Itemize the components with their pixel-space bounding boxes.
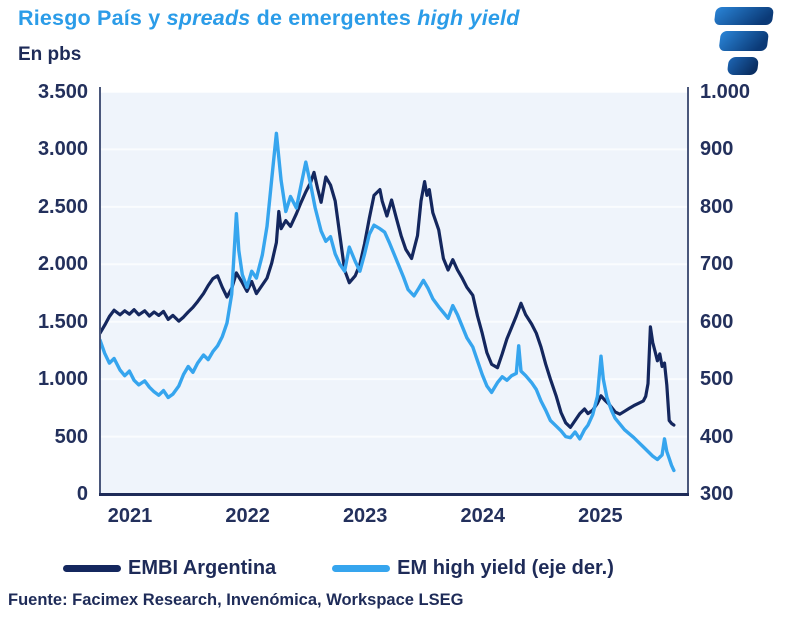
embi-line-swatch — [63, 565, 121, 572]
y-left-tick-1.000: 1.000 — [37, 368, 88, 391]
y-left-tick-0: 0 — [76, 483, 88, 505]
title-part-2: de emergentes — [250, 6, 418, 30]
plot-bottom-axis — [99, 493, 689, 496]
legend-label-emhy: EM high yield (eje der.) — [397, 557, 614, 579]
title-italic-high-yield: high yield — [417, 6, 520, 30]
chart-legend: EMBI Argentina EM high yield (eje der.) — [63, 557, 614, 580]
plot-left-border — [99, 87, 101, 496]
y-left-tick-500: 500 — [54, 425, 88, 448]
y-left-tick-3.500: 3.500 — [37, 81, 88, 103]
em-high-yield-line — [100, 131, 676, 473]
y-right-tick-500: 500 — [700, 368, 734, 391]
y-right-tick-400: 400 — [700, 425, 734, 448]
y-left-tick-3.000: 3.000 — [37, 138, 88, 161]
y-right-tick-300: 300 — [700, 483, 734, 505]
y-left-tick-2.500: 2.500 — [37, 195, 88, 218]
x-tick-2025: 2025 — [578, 505, 623, 527]
y-right-tick-1.000: 1.000 — [700, 81, 751, 103]
y-right-tick-600: 600 — [700, 310, 734, 333]
legend-item-emhy: EM high yield (eje der.) — [332, 557, 614, 580]
chart-plot — [100, 92, 688, 494]
page-title: Riesgo País y spreads de emergentes high… — [18, 6, 520, 31]
emhy-line-swatch — [332, 565, 391, 572]
legend-label-embi: EMBI Argentina — [128, 557, 277, 579]
units-label: En pbs — [18, 44, 82, 65]
embi-argentina-line — [100, 170, 676, 429]
y-left-tick-1.500: 1.500 — [37, 310, 88, 333]
y-right-tick-700: 700 — [700, 253, 734, 276]
facimex-logo-icon — [714, 7, 774, 75]
title-italic-spreads: spreads — [166, 6, 251, 30]
x-tick-2021: 2021 — [107, 505, 153, 527]
x-tick-2023: 2023 — [342, 505, 388, 527]
y-right-tick-900: 900 — [700, 138, 734, 161]
x-tick-2022: 2022 — [225, 505, 270, 527]
plot-background — [100, 92, 688, 494]
legend-item-embi: EMBI Argentina — [63, 557, 276, 580]
title-part-1: Riesgo País y — [18, 6, 167, 30]
y-left-tick-2.000: 2.000 — [37, 253, 88, 276]
plot-right-border — [687, 87, 689, 496]
y-right-tick-800: 800 — [700, 195, 734, 218]
source-note: Fuente: Facimex Research, Invenómica, Wo… — [8, 591, 464, 609]
x-tick-2024: 2024 — [460, 505, 506, 527]
